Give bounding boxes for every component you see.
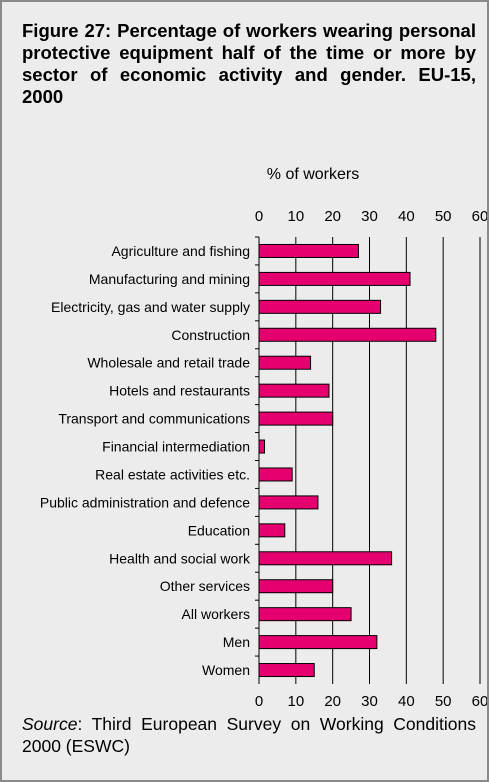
- category-label: Men: [223, 634, 250, 650]
- bars: [258, 243, 437, 678]
- category-label: Agriculture and fishing: [111, 243, 250, 259]
- top-tick-label: 40: [398, 208, 415, 225]
- bottom-tick-label: 50: [435, 693, 452, 710]
- category-label: Women: [202, 662, 250, 678]
- bar: [258, 579, 334, 594]
- category-label: Other services: [160, 578, 250, 594]
- bar: [258, 299, 382, 314]
- category-labels: Agriculture and fishing Manufacturing and…: [40, 236, 259, 678]
- bar: [258, 243, 359, 258]
- category-label: Transport and communications: [58, 411, 250, 427]
- bar: [258, 523, 286, 538]
- bar: [258, 271, 411, 286]
- source-note: Source: Third European Survey on Working…: [22, 713, 476, 757]
- bar: [258, 551, 393, 566]
- bottom-tick-label: 10: [287, 693, 304, 710]
- bottom-tick-label: 0: [255, 693, 263, 710]
- top-tick-label: 60: [472, 208, 487, 225]
- bar: [258, 495, 319, 510]
- bottom-tick-label: 30: [361, 693, 378, 710]
- bar: [258, 327, 437, 342]
- top-tick-label: 50: [435, 208, 452, 225]
- top-tick-label: 20: [324, 208, 341, 225]
- category-label: Health and social work: [109, 550, 251, 566]
- category-label: Public administration and defence: [40, 494, 250, 510]
- bar: [258, 663, 315, 678]
- category-label: Electricity, gas and water supply: [51, 299, 250, 315]
- category-label: Construction: [171, 327, 250, 343]
- category-label: Hotels and restaurants: [109, 383, 250, 399]
- top-tick-label: 30: [361, 208, 378, 225]
- category-label: Manufacturing and mining: [89, 271, 250, 287]
- bar: [258, 635, 378, 650]
- category-label: Real estate activities etc.: [95, 466, 250, 482]
- bottom-tick-labels: 0 10 20 30 40 50 60: [255, 693, 487, 710]
- category-label: Education: [188, 522, 250, 538]
- bar: [258, 439, 266, 454]
- top-tick-label: 0: [255, 208, 263, 225]
- top-tick-labels: 0 10 20 30 40 50 60: [255, 208, 487, 225]
- source-label: Source: [22, 714, 78, 734]
- bar: [258, 607, 352, 622]
- bar: [258, 355, 312, 370]
- source-text: : Third European Survey on Working Condi…: [22, 714, 476, 756]
- category-label: Financial intermediation: [102, 439, 250, 455]
- x-axis-label: % of workers: [267, 166, 359, 183]
- bar: [258, 467, 293, 482]
- category-label: Wholesale and retail trade: [87, 355, 250, 371]
- figure-title: Figure 27: Percentage of workers wearing…: [22, 20, 476, 107]
- bottom-tick-label: 40: [398, 693, 415, 710]
- bar: [258, 411, 334, 426]
- bar: [258, 383, 330, 398]
- bottom-tick-label: 20: [324, 693, 341, 710]
- bottom-tick-label: 60: [472, 693, 487, 710]
- category-label: All workers: [182, 606, 250, 622]
- top-tick-label: 10: [287, 208, 304, 225]
